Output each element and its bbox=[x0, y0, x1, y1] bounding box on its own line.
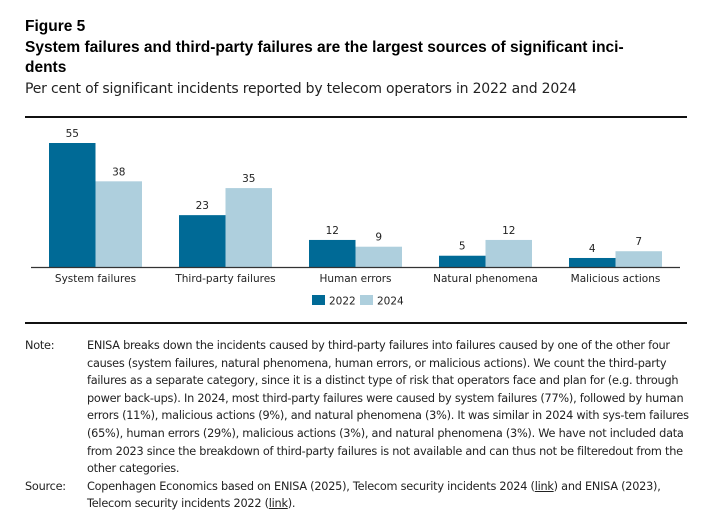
data-label-third-party-failures-2022: 23 bbox=[196, 200, 209, 212]
data-label-third-party-failures-2024: 35 bbox=[242, 173, 255, 185]
bar-human-errors-2022 bbox=[309, 239, 356, 267]
bars-group bbox=[49, 143, 662, 267]
bar-malicious-actions-2024 bbox=[615, 251, 662, 267]
figure-title: System failures and third-party failures… bbox=[25, 38, 690, 78]
x-tick-label-third-party-failures: Third-party failures bbox=[174, 273, 275, 285]
note-key: Note: bbox=[25, 339, 55, 352]
data-label-system-failures-2022: 55 bbox=[66, 128, 79, 140]
source-text: Copenhagen Economics based on ENISA (202… bbox=[87, 478, 690, 513]
source-link-2022[interactable]: link bbox=[268, 497, 288, 511]
legend-swatch-2024 bbox=[360, 295, 373, 305]
data-label-human-errors-2022: 12 bbox=[326, 225, 339, 237]
x-tick-labels-group: System failures Third-party failures Human… bbox=[55, 273, 660, 285]
bar-human-errors-2024 bbox=[355, 246, 402, 267]
x-tick-label-natural-phenomena: Natural phenomena bbox=[433, 273, 538, 285]
bar-third-party-failures-2022 bbox=[179, 215, 226, 267]
bar-malicious-actions-2022 bbox=[569, 257, 616, 267]
legend: 2022 2024 bbox=[312, 295, 404, 308]
source-text-part-3: ). bbox=[287, 497, 296, 511]
x-tick-label-malicious-actions: Malicious actions bbox=[571, 273, 661, 285]
data-labels-group: 55 38 23 35 12 9 5 12 4 7 bbox=[66, 128, 643, 255]
notes-section: Note: ENISA breaks down the incidents ca… bbox=[25, 337, 690, 513]
bar-system-failures-2024 bbox=[95, 181, 142, 267]
bar-third-party-failures-2024 bbox=[225, 188, 272, 267]
top-rule bbox=[25, 116, 687, 118]
figure-title-line-2: dents bbox=[25, 59, 67, 76]
data-label-natural-phenomena-2024: 12 bbox=[502, 225, 515, 237]
source-text-part-2: ) and ENISA (2023), Telecom security inc… bbox=[87, 479, 661, 511]
source-text-part-1: Copenhagen Economics based on ENISA (202… bbox=[87, 479, 535, 493]
legend-swatch-2022 bbox=[312, 295, 325, 305]
legend-label-2022: 2022 bbox=[329, 296, 356, 308]
figure-title-line-1: System failures and third-party failures… bbox=[25, 39, 624, 56]
figure-subtitle: Per cent of significant incidents report… bbox=[25, 81, 577, 97]
x-tick-label-human-errors: Human errors bbox=[319, 273, 391, 285]
note-row: Note: ENISA breaks down the incidents ca… bbox=[25, 337, 690, 478]
bar-natural-phenomena-2024 bbox=[485, 239, 532, 267]
figure-label: Figure 5 bbox=[25, 18, 86, 35]
bar-system-failures-2022 bbox=[49, 143, 96, 267]
data-label-malicious-actions-2024: 7 bbox=[635, 236, 642, 248]
legend-label-2024: 2024 bbox=[377, 296, 404, 308]
bar-natural-phenomena-2022 bbox=[439, 255, 486, 267]
bar-chart: 55 38 23 35 12 9 5 12 4 7 System failures Third-pa… bbox=[31, 128, 680, 308]
data-label-natural-phenomena-2022: 5 bbox=[459, 241, 466, 253]
data-label-malicious-actions-2022: 4 bbox=[589, 243, 596, 255]
note-text: ENISA breaks down the incidents caused b… bbox=[87, 339, 689, 476]
data-label-system-failures-2024: 38 bbox=[112, 166, 125, 178]
source-key: Source: bbox=[25, 479, 66, 493]
data-label-human-errors-2024: 9 bbox=[375, 232, 382, 244]
bottom-rule bbox=[25, 322, 687, 324]
source-link-2024[interactable]: link bbox=[534, 479, 554, 493]
x-tick-label-system-failures: System failures bbox=[55, 273, 136, 285]
source-row: Source: Copenhagen Economics based on EN… bbox=[25, 478, 690, 513]
